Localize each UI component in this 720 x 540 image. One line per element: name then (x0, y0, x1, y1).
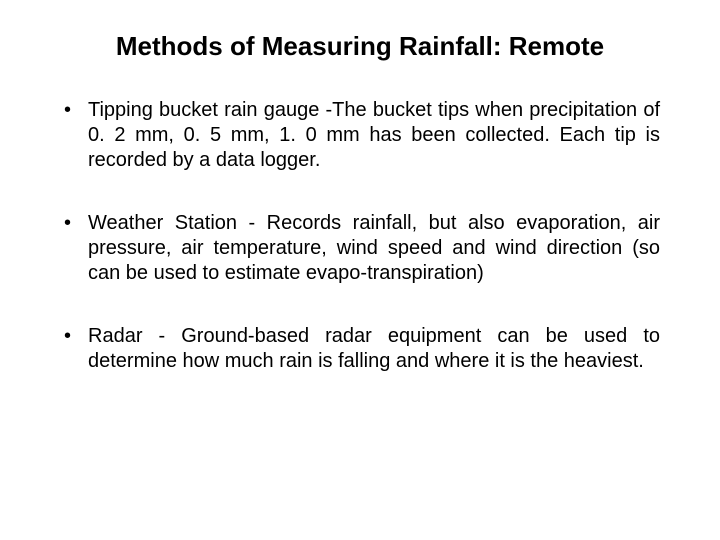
bullet-list: Tipping bucket rain gauge -The bucket ti… (60, 98, 660, 374)
list-item: Radar - Ground-based radar equipment can… (60, 324, 660, 374)
list-item: Weather Station - Records rainfall, but … (60, 211, 660, 286)
slide-title: Methods of Measuring Rainfall: Remote (60, 30, 660, 63)
list-item: Tipping bucket rain gauge -The bucket ti… (60, 98, 660, 173)
